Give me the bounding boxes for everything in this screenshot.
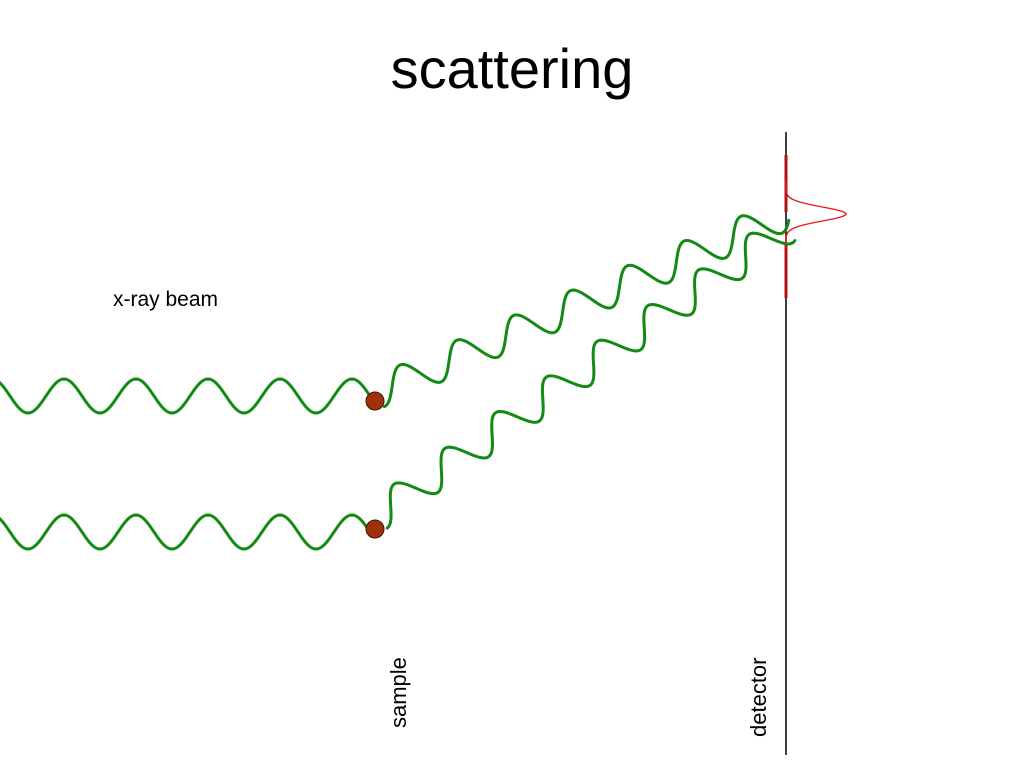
intensity-peak xyxy=(785,180,847,248)
beam-label: x-ray beam xyxy=(113,288,218,311)
scattered-wave-bottom xyxy=(385,231,797,530)
incident-wave-top xyxy=(0,377,374,415)
incident-wave-bottom xyxy=(0,513,374,551)
sample-label: sample xyxy=(386,657,411,728)
diagram-title: scattering xyxy=(391,37,634,100)
scattered-wave-top xyxy=(382,214,791,409)
scattering-atom-bottom xyxy=(365,519,385,539)
scattering-atom-top xyxy=(365,391,385,411)
detector-label: detector xyxy=(746,658,771,738)
